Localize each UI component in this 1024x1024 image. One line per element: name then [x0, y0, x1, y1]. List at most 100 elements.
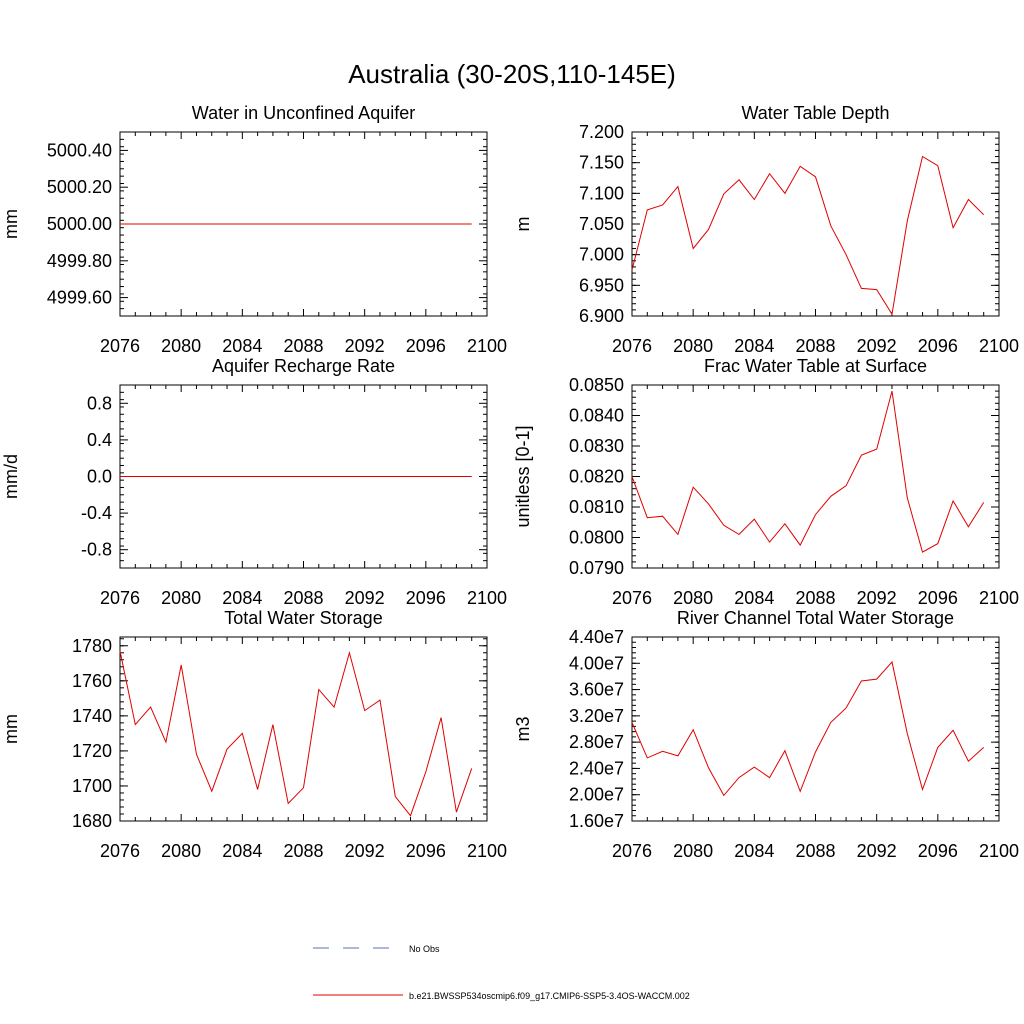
y-tick-label: 7.150 [579, 153, 624, 173]
y-tick-label: 1700 [72, 776, 112, 796]
y-tick-label: 5000.00 [47, 214, 112, 234]
panel-title: Total Water Storage [224, 608, 382, 628]
y-tick-label: 1740 [72, 706, 112, 726]
x-tick-label: 2100 [467, 588, 507, 608]
y-tick-label: 1.60e7 [569, 811, 624, 831]
x-tick-label: 2080 [161, 588, 201, 608]
x-tick-label: 2100 [979, 588, 1019, 608]
x-tick-label: 2076 [612, 336, 652, 356]
x-tick-label: 2080 [673, 841, 713, 861]
y-tick-label: 5000.20 [47, 177, 112, 197]
x-tick-label: 2100 [467, 336, 507, 356]
y-tick-label: 0.0800 [569, 528, 624, 548]
legend-label-no-obs: No Obs [409, 944, 440, 954]
panel-title: Aquifer Recharge Rate [212, 356, 395, 376]
x-tick-label: 2096 [406, 841, 446, 861]
y-tick-label: 0.4 [87, 430, 112, 450]
x-tick-label: 2092 [857, 841, 897, 861]
x-tick-label: 2076 [100, 588, 140, 608]
y-tick-label: 1780 [72, 636, 112, 656]
panel-title: River Channel Total Water Storage [677, 608, 954, 628]
x-tick-label: 2092 [857, 588, 897, 608]
x-tick-label: 2076 [100, 336, 140, 356]
y-tick-label: 6.950 [579, 275, 624, 295]
y-tick-label: 2.40e7 [569, 758, 624, 778]
y-tick-label: -0.8 [81, 540, 112, 560]
x-tick-label: 2100 [979, 841, 1019, 861]
x-tick-label: 2088 [283, 841, 323, 861]
x-tick-label: 2084 [222, 588, 262, 608]
y-axis-label: mm/d [1, 454, 21, 499]
x-tick-label: 2080 [673, 336, 713, 356]
x-tick-label: 2088 [795, 588, 835, 608]
x-tick-label: 2080 [673, 588, 713, 608]
x-tick-label: 2088 [283, 588, 323, 608]
y-tick-label: 0.0840 [569, 406, 624, 426]
panels: Water in Unconfined Aquifer mm 2076 2080 208… [1, 103, 1019, 861]
legend-label-model: b.e21.BWSSP534oscmip6.f09_g17.CMIP6-SSP5… [409, 991, 690, 1001]
series-line [631, 155, 985, 316]
y-tick-label: 4.40e7 [569, 627, 624, 647]
y-axis-label: m [513, 217, 533, 232]
y-tick-label: 0.0 [87, 467, 112, 487]
y-tick-label: 4999.80 [47, 251, 112, 271]
y-tick-label: 6.900 [579, 306, 624, 326]
panel-6: River Channel Total Water Storage m3 2076 2… [513, 608, 1019, 861]
x-tick-label: 2088 [795, 336, 835, 356]
x-tick-label: 2096 [406, 336, 446, 356]
y-tick-label: 7.200 [579, 122, 624, 142]
panel-5: Total Water Storage mm 2076 2080 2084 2088 209… [1, 608, 507, 861]
x-tick-label: 2084 [734, 841, 774, 861]
y-tick-label: 2.00e7 [569, 785, 624, 805]
y-tick-label: 7.100 [579, 183, 624, 203]
x-tick-label: 2092 [345, 841, 385, 861]
panel-1: Water in Unconfined Aquifer mm 2076 2080 208… [1, 103, 507, 356]
y-tick-label: 3.20e7 [569, 706, 624, 726]
y-axis-label: unitless [0-1] [513, 425, 533, 527]
x-tick-label: 2092 [345, 336, 385, 356]
figure-title: Australia (30-20S,110-145E) [348, 59, 676, 89]
plot-frame [631, 384, 1000, 569]
y-tick-label: 1680 [72, 811, 112, 831]
y-tick-label: 0.0790 [569, 558, 624, 578]
y-tick-label: 0.8 [87, 393, 112, 413]
legend: No Obs b.e21.BWSSP534oscmip6.f09_g17.CMI… [313, 944, 690, 1001]
panel-2: Water Table Depth m 2076 2080 2084 2088 2092 20… [513, 103, 1019, 356]
x-tick-label: 2084 [734, 588, 774, 608]
y-tick-label: 2.80e7 [569, 732, 624, 752]
x-tick-label: 2076 [100, 841, 140, 861]
plot-frame [631, 636, 1000, 822]
x-tick-label: 2076 [612, 841, 652, 861]
y-tick-label: -0.4 [81, 503, 112, 523]
x-tick-label: 2084 [222, 336, 262, 356]
plot-frame [119, 636, 488, 822]
y-tick-label: 4.00e7 [569, 653, 624, 673]
x-tick-label: 2100 [979, 336, 1019, 356]
x-tick-label: 2084 [734, 336, 774, 356]
x-tick-label: 2096 [918, 336, 958, 356]
y-tick-label: 7.050 [579, 214, 624, 234]
y-tick-label: 1760 [72, 671, 112, 691]
x-tick-label: 2092 [345, 588, 385, 608]
x-tick-label: 2088 [283, 336, 323, 356]
series-line [631, 660, 985, 797]
series-line [119, 650, 473, 817]
x-tick-label: 2088 [795, 841, 835, 861]
y-tick-label: 0.0810 [569, 497, 624, 517]
x-tick-label: 2076 [612, 588, 652, 608]
panel-title: Frac Water Table at Surface [704, 356, 927, 376]
y-tick-label: 0.0850 [569, 375, 624, 395]
y-tick-label: 4999.60 [47, 288, 112, 308]
x-tick-label: 2100 [467, 841, 507, 861]
y-axis-label: mm [1, 209, 21, 239]
panel-title: Water in Unconfined Aquifer [192, 103, 415, 123]
x-tick-label: 2096 [918, 841, 958, 861]
y-tick-label: 0.0820 [569, 467, 624, 487]
y-tick-label: 1720 [72, 741, 112, 761]
y-axis-label: mm [1, 714, 21, 744]
panel-title: Water Table Depth [741, 103, 889, 123]
panel-3: Aquifer Recharge Rate mm/d 2076 2080 2084 208… [1, 356, 507, 608]
x-tick-label: 2096 [406, 588, 446, 608]
y-tick-label: 3.60e7 [569, 680, 624, 700]
